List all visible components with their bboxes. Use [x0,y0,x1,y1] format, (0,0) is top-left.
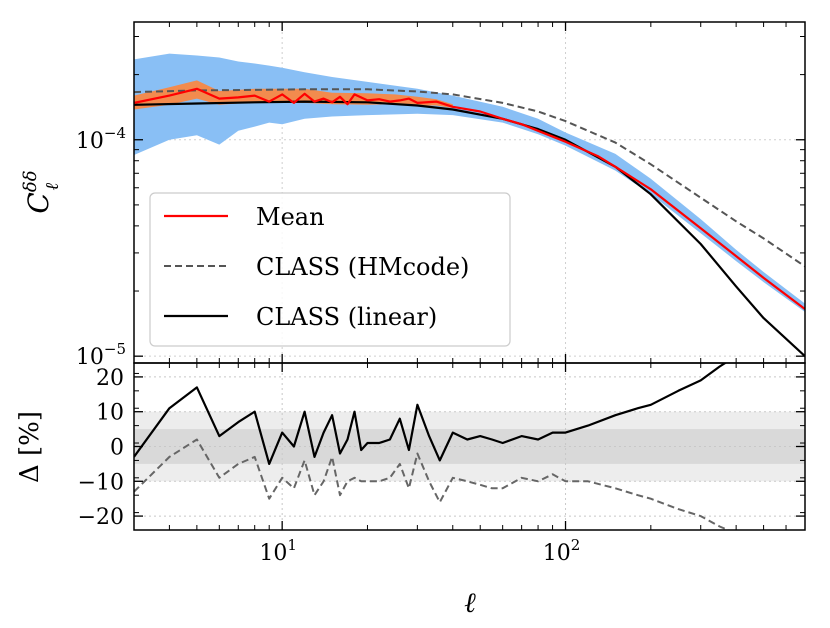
bottom-y-tick-label: 20 [96,366,124,391]
bottom-y-tick-label: 10 [96,401,124,426]
top-y-axis-label-text: Cδδℓ [20,170,63,213]
bottom-x-tick-label: 102 [543,536,581,566]
legend-label-mean: Mean [256,203,325,231]
bottom-x-tick-label: 101 [259,536,297,566]
bottom-grid [134,363,805,530]
top-y-axis-label-main: C [22,192,55,213]
top-y-axis-label-sub: ℓ [42,182,63,190]
bottom-x-tick-exp: 1 [287,536,297,554]
top-y-tick-base: 10 [76,345,104,370]
bottom-y-tick-label: 0 [110,436,124,461]
x-axis-label: ℓ [464,586,476,619]
top-y-axis-label: Cδδℓ [20,170,63,213]
bottom-x-tick-base: 10 [259,541,287,566]
top-panel: 10−510−4 [76,21,806,370]
top-y-tick-label: 10−5 [76,340,126,370]
top-y-tick-base: 10 [76,129,104,154]
series-class-hmcode [134,88,805,268]
legend-box [149,192,511,347]
bottom-y-axis-label-text: Δ [%] [15,411,45,483]
bottom-y-axis-label: Δ [%] [15,411,45,483]
top-y-tick-exp: −4 [104,124,126,142]
top-y-axis-label-sup: δδ [20,170,41,192]
legend: Mean CLASS (HMcode) CLASS (linear) [149,192,511,347]
series-residual-vs-class-linear [134,363,728,465]
bottom-x-tick-exp: 2 [571,536,581,554]
legend-label-linear: CLASS (linear) [256,303,437,331]
top-lines [134,87,805,358]
bottom-frame [133,362,806,531]
legend-label-hmcode: CLASS (HMcode) [256,253,469,281]
top-y-tick-exp: −5 [104,340,126,358]
series-mean [134,87,805,310]
bottom-y-tick-label: −20 [78,505,124,530]
top-y-tick-label: 10−4 [76,124,126,154]
band-mean-scatter-outer [134,53,805,312]
top-ticks: 10−510−4 [76,22,806,370]
bottom-lines [134,363,731,530]
bottom-y-tick-label: −10 [78,470,124,495]
series-residual-vs-class-hmcode [134,438,731,530]
bottom-x-tick-base: 10 [543,541,571,566]
